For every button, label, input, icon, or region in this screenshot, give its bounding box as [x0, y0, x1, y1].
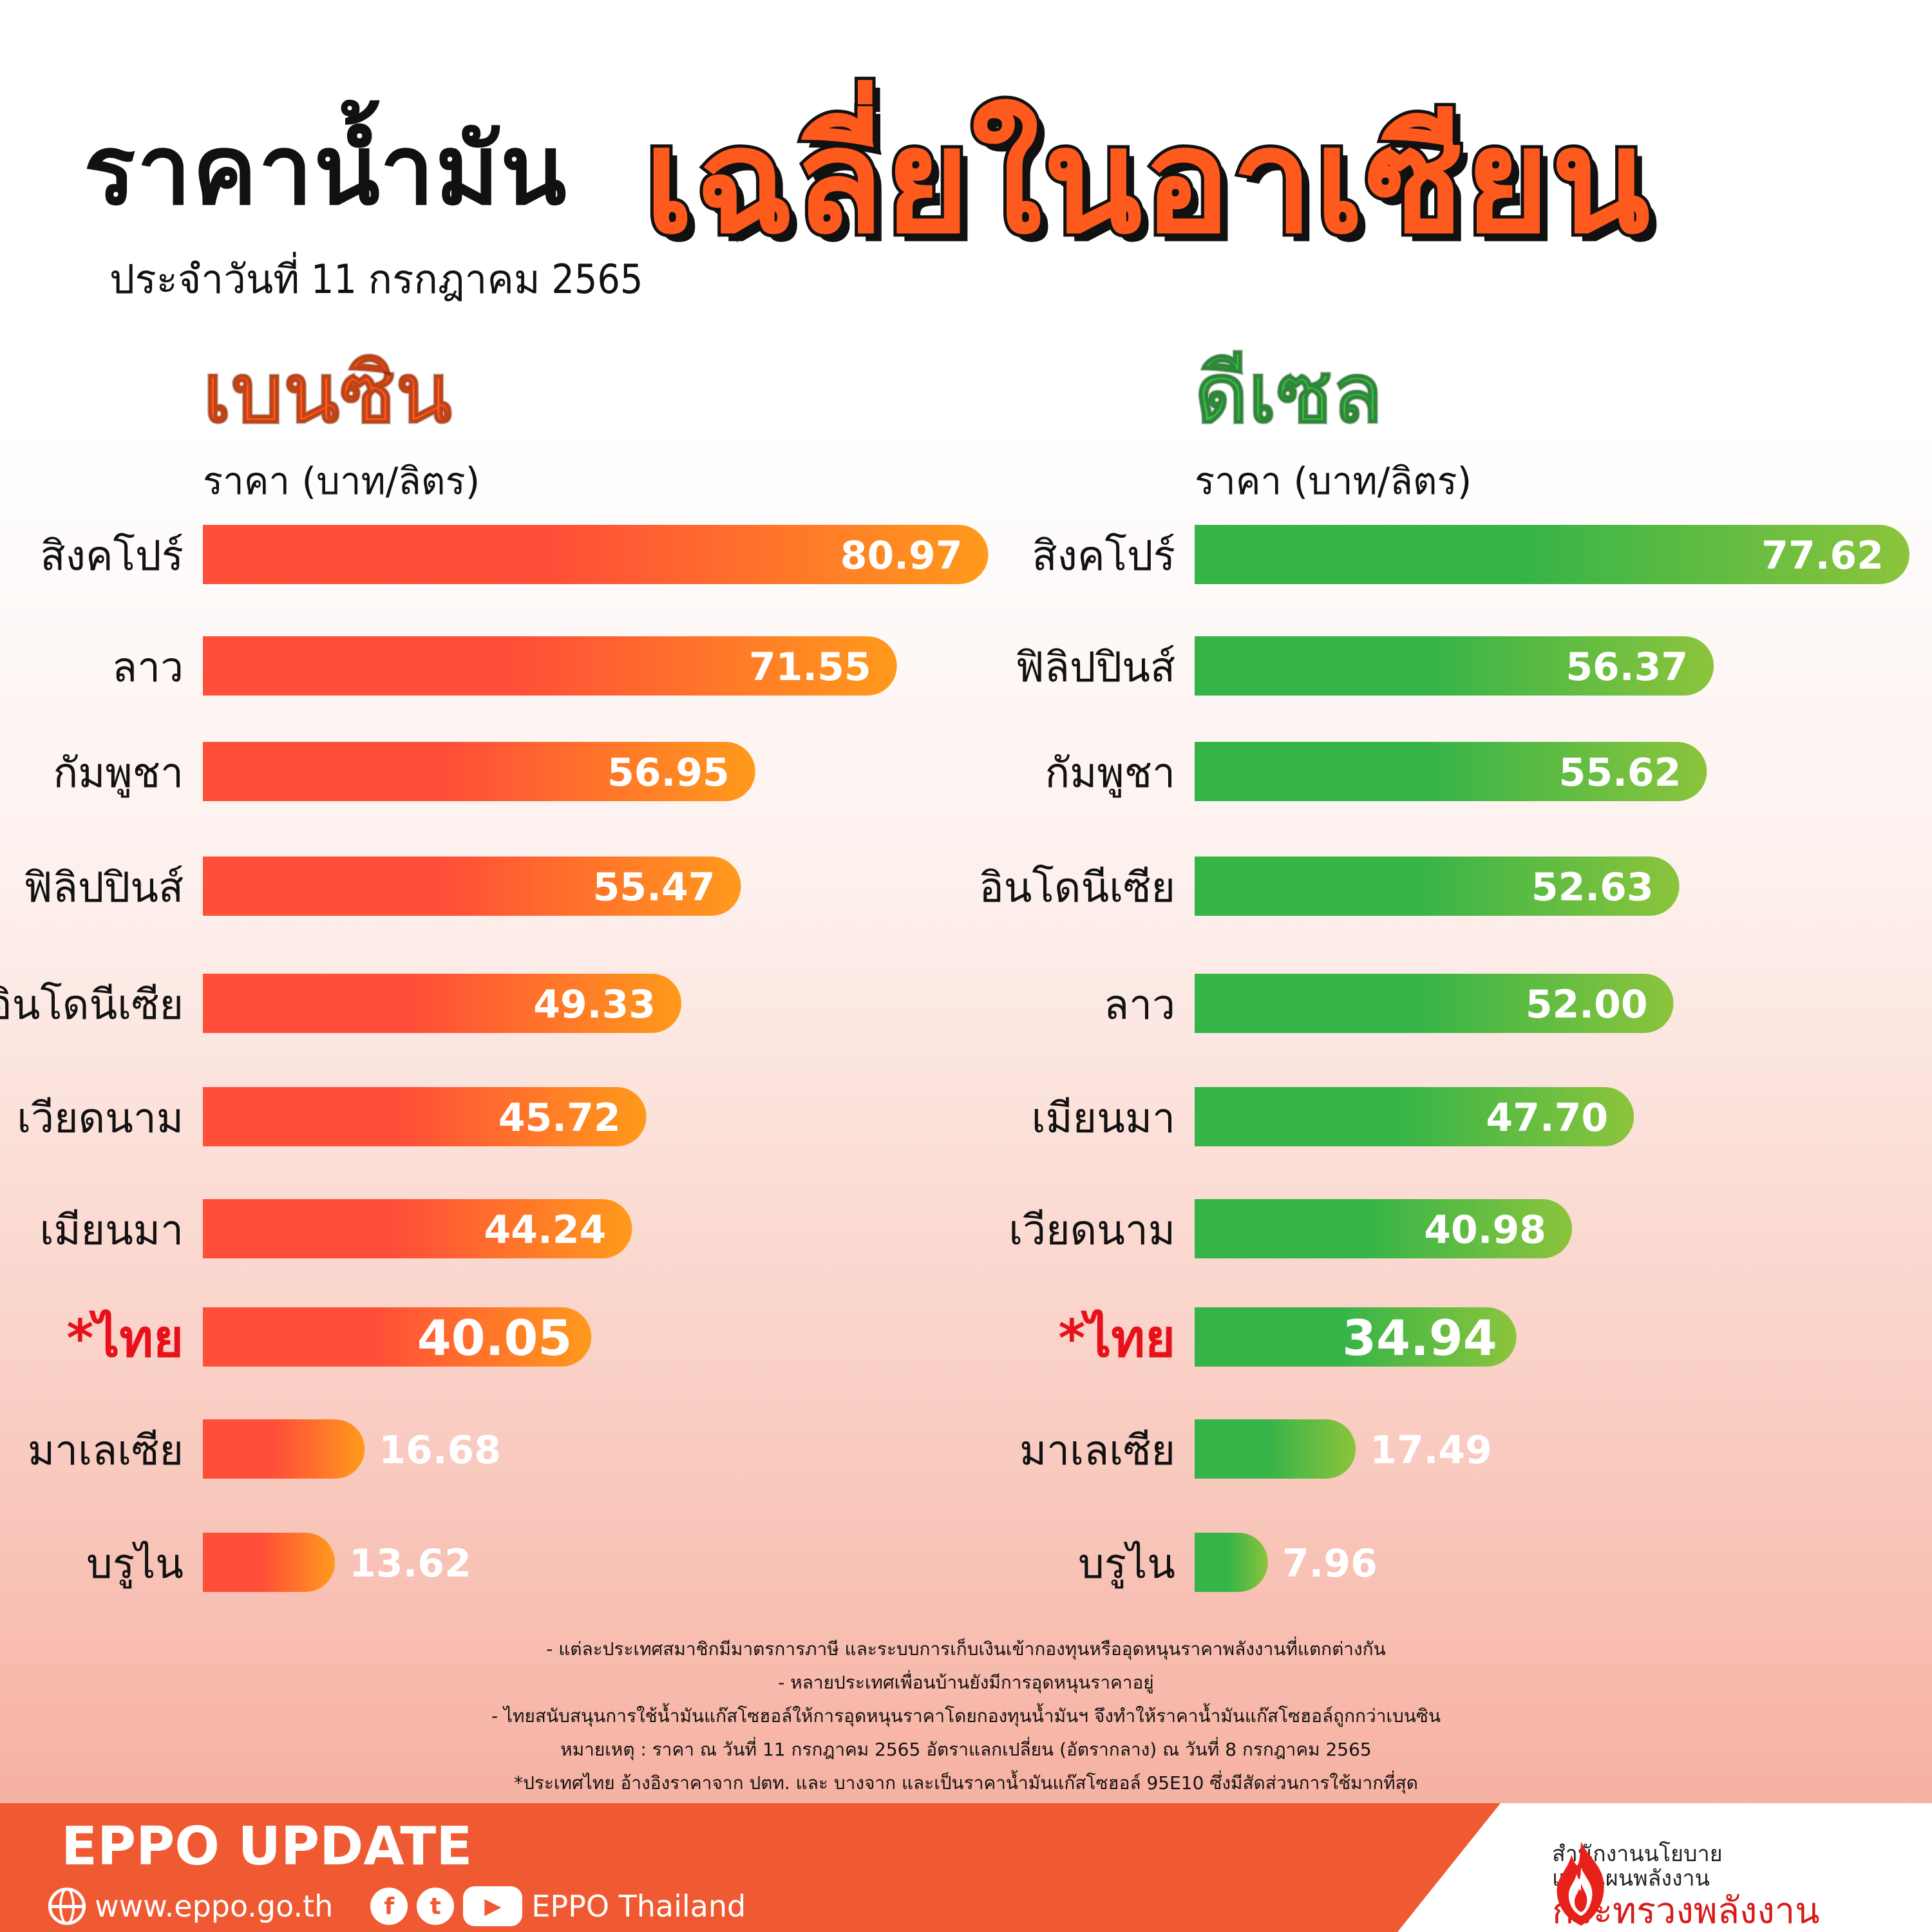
diesel-value-label: 77.62	[1761, 533, 1884, 578]
note-line: - หลายประเทศเพื่อนบ้านยังมีการอุดหนุนราค…	[778, 1672, 1154, 1693]
diesel-bar	[1195, 1199, 1573, 1258]
date-subtitle: ประจำวันที่ 11 กรกฎาคม 2565	[109, 256, 643, 303]
diesel-bar	[1195, 742, 1707, 801]
benzin-unit-label: ราคา (บาท/ลิตร)	[203, 459, 480, 503]
diesel-country-label: ลาว	[1104, 981, 1175, 1029]
diesel-country-label: สิงคโปร์	[1032, 533, 1176, 580]
benzin-bar	[203, 1199, 632, 1258]
note-line: - แต่ละประเทศสมาชิกมีมาตรการภาษี และระบบ…	[546, 1638, 1386, 1660]
note-line: *ประเทศไทย อ้างอิงราคาจาก ปตท. และ บางจา…	[514, 1772, 1418, 1794]
benzin-bar	[203, 857, 741, 916]
diesel-chart: สิงคโปร์ 77.62 ฟิลิปปินส์ 56.37 กัมพูชา 55.62…	[979, 525, 1909, 1592]
footnotes: - แต่ละประเทศสมาชิกมีมาตรการภาษี และระบบ…	[0, 1633, 1932, 1800]
diesel-country-label: กัมพูชา	[1045, 750, 1176, 798]
diesel-unit-label: ราคา (บาท/ลิตร)	[1195, 459, 1472, 503]
benzin-country-label: สิงคโปร์	[41, 533, 184, 580]
diesel-bar	[1195, 857, 1680, 916]
diesel-value-label: 52.63	[1531, 865, 1654, 910]
benzin-value-label: 13.62	[349, 1541, 471, 1586]
diesel-value-label: 55.62	[1559, 750, 1681, 795]
globe-icon	[48, 1888, 86, 1925]
youtube-icon[interactable]: ▶	[463, 1886, 523, 1926]
benzin-bar	[203, 1533, 336, 1592]
diesel-country-label: เมียนมา	[1032, 1095, 1175, 1142]
diesel-country-label: เวียดนาม	[1009, 1207, 1175, 1255]
website-link[interactable]: www.eppo.go.th	[95, 1889, 334, 1924]
diesel-value-label: 17.49	[1370, 1428, 1492, 1473]
benzin-country-label: ลาว	[112, 644, 184, 692]
benzin-bar	[203, 1419, 365, 1479]
benzin-bar	[203, 974, 681, 1033]
diesel-country-label: ฟิลิปปินส์	[1015, 644, 1175, 692]
benzin-country-label: อินโดนีเซีย	[0, 981, 184, 1029]
benzin-value-label: 80.97	[840, 533, 963, 578]
benzin-bar	[203, 636, 897, 696]
diesel-bar	[1195, 1087, 1634, 1146]
benzin-section-title: เบนซิน	[202, 346, 453, 442]
diesel-section-title: ดีเซล	[1193, 346, 1383, 442]
benzin-country-label: เวียดนาม	[17, 1095, 184, 1142]
benzin-value-label: 45.72	[498, 1095, 621, 1141]
benzin-value-label: 71.55	[749, 645, 871, 690]
diesel-country-label: มาเลเซีย	[1019, 1427, 1175, 1475]
benzin-country-label: กัมพูชา	[53, 750, 184, 798]
diesel-value-label: 52.00	[1526, 982, 1648, 1027]
note-line: - ไทยสนับสนุนการใช้น้ำมันแก๊สโซฮอล์ให้กา…	[491, 1705, 1441, 1727]
benzin-bar	[203, 742, 755, 801]
diesel-bar	[1195, 974, 1674, 1033]
benzin-country-label: เมียนมา	[40, 1207, 184, 1255]
benzin-bar	[203, 1307, 592, 1367]
diesel-value-label: 7.96	[1282, 1541, 1378, 1586]
benzin-chart: สิงคโปร์ 80.97 ลาว 71.55 กัมพูชา 56.95 ฟิลิปปิ…	[0, 525, 989, 1592]
twitter-icon[interactable]: t	[417, 1888, 455, 1925]
footer-white-corner	[1397, 1803, 1932, 1932]
diesel-bar	[1195, 1419, 1356, 1479]
benzin-value-label: 56.95	[607, 750, 730, 795]
benzin-country-label: บรูไน	[86, 1540, 184, 1589]
diesel-country-label: บรูไน	[1078, 1540, 1175, 1589]
benzin-value-label: 44.24	[484, 1208, 607, 1253]
benzin-bar	[203, 1087, 647, 1146]
diesel-bar	[1195, 1307, 1517, 1367]
benzin-value-label: 55.47	[593, 865, 715, 910]
diesel-value-label: 47.70	[1486, 1095, 1608, 1141]
footer-links: www.eppo.go.th f t ▶ EPPO Thailand	[48, 1884, 746, 1929]
benzin-value-label: 16.68	[379, 1428, 501, 1473]
diesel-value-label: 56.37	[1566, 645, 1688, 690]
benzin-bar	[203, 525, 989, 584]
diesel-bar	[1195, 636, 1714, 696]
benzin-value-label: 40.05	[417, 1309, 572, 1367]
diesel-country-label: *ไทย	[1058, 1309, 1175, 1368]
price-bar-charts: สิงคโปร์ 80.97 ลาว 71.55 กัมพูชา 56.95 ฟิลิปปิ…	[0, 525, 1909, 1592]
diesel-bar	[1195, 525, 1909, 584]
diesel-bar	[1195, 1533, 1268, 1592]
benzin-value-label: 49.33	[533, 982, 656, 1027]
title-accent: เฉลี่ยในอาเซียน	[641, 97, 1653, 266]
diesel-value-label: 34.94	[1342, 1309, 1497, 1367]
social-account-name: EPPO Thailand	[531, 1889, 746, 1924]
footer-bar: EPPO UPDATE www.eppo.go.th f t ▶ EPPO Th…	[0, 1803, 1932, 1932]
ministry-flame-logo	[1557, 1842, 1604, 1926]
page-title: ราคาน้ำมัน	[84, 115, 568, 227]
diesel-country-label: อินโดนีเซีย	[979, 864, 1175, 912]
benzin-country-label: มาเลเซีย	[28, 1427, 184, 1475]
eppo-update-brand: EPPO UPDATE	[61, 1816, 473, 1877]
diesel-value-label: 40.98	[1424, 1208, 1546, 1253]
benzin-country-label: ฟิลิปปินส์	[23, 864, 184, 912]
facebook-icon[interactable]: f	[370, 1888, 408, 1925]
benzin-country-label: *ไทย	[66, 1309, 184, 1368]
note-line: หมายเหตุ : ราคา ณ วันที่ 11 กรกฎาคม 2565…	[560, 1739, 1372, 1760]
